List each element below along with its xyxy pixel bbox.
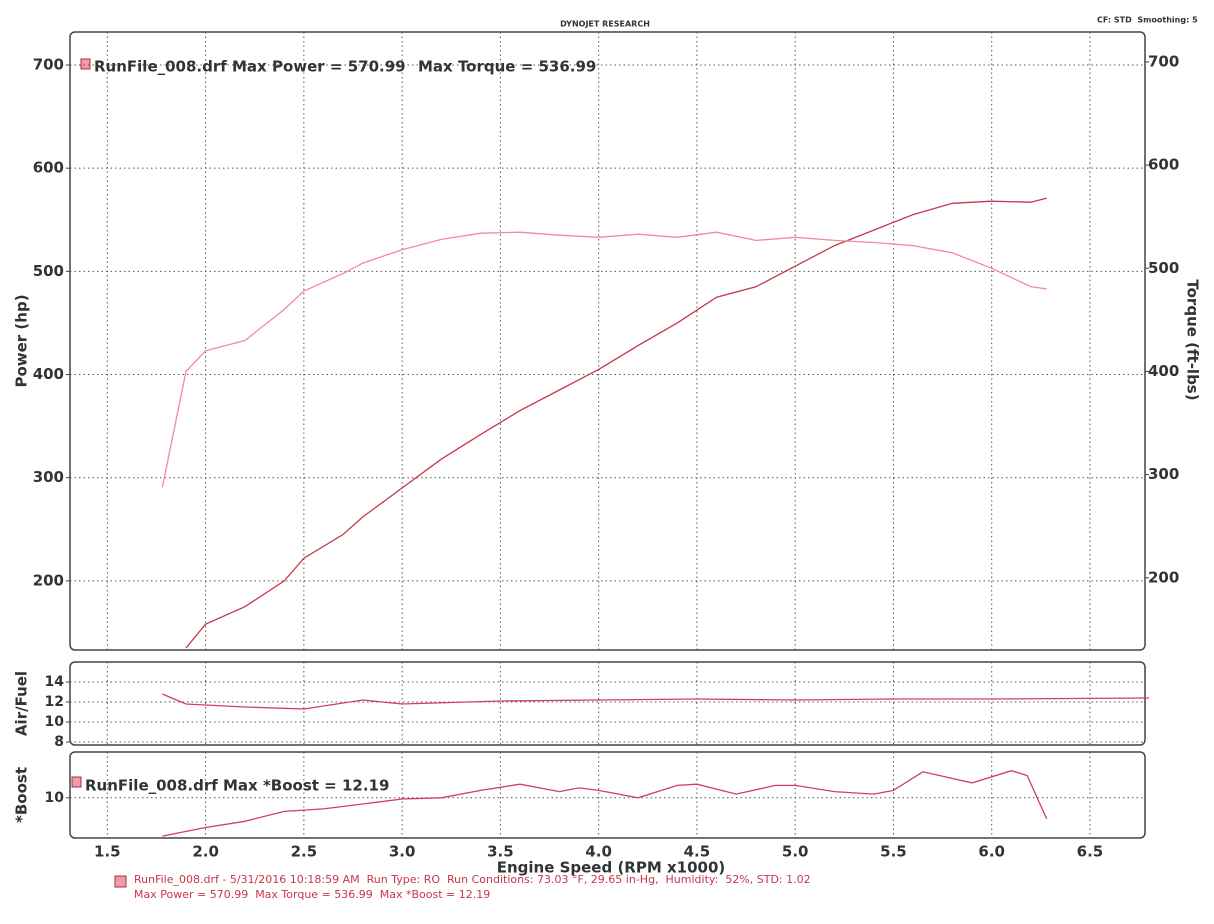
plot-frame bbox=[69, 661, 1146, 746]
footer-text: Max Power = 570.99 Max Torque = 536.99 M… bbox=[134, 888, 490, 901]
legend-icon bbox=[71, 776, 82, 788]
x-tick-label: 5.0 bbox=[782, 843, 809, 861]
annotation: RunFile_008.drf Max Power = 570.99 bbox=[94, 58, 406, 76]
x-tick-label: 4.0 bbox=[585, 843, 612, 861]
annotation: RunFile_008.drf Max *Boost = 12.19 bbox=[85, 777, 389, 795]
y-tick-label: 8 bbox=[54, 734, 64, 750]
y-tick-label: 10 bbox=[45, 714, 65, 730]
x-tick-label: 5.5 bbox=[880, 843, 907, 861]
y2-tick-label: 300 bbox=[1148, 465, 1179, 483]
x-tick-label: 2.5 bbox=[291, 843, 318, 861]
x-tick-label: 2.0 bbox=[192, 843, 219, 861]
x-tick-label: 1.5 bbox=[94, 843, 121, 861]
legend-icon bbox=[80, 58, 91, 70]
y-tick-label: 500 bbox=[33, 262, 64, 280]
y-tick-label: 300 bbox=[33, 468, 64, 486]
x-tick-label: 3.5 bbox=[487, 843, 514, 861]
legend-icon bbox=[114, 875, 127, 888]
y-axis-label: Air/Fuel bbox=[13, 671, 31, 736]
x-axis-label: Engine Speed (RPM x1000) bbox=[497, 859, 726, 877]
y-tick-label: 700 bbox=[33, 56, 64, 74]
footer-text: RunFile_008.drf - 5/31/2016 10:18:59 AM … bbox=[134, 873, 811, 886]
x-tick-label: 4.5 bbox=[684, 843, 711, 861]
chart-title: DYNOJET RESEARCH bbox=[560, 20, 650, 29]
data-line bbox=[185, 197, 1047, 649]
y-tick-label: 12 bbox=[45, 694, 64, 710]
y2-tick-label: 400 bbox=[1148, 362, 1179, 380]
y2-tick-label: 500 bbox=[1148, 259, 1179, 277]
y-tick-label: 14 bbox=[45, 674, 65, 690]
y-axis-label: Power (hp) bbox=[13, 294, 31, 387]
plot-frame bbox=[69, 31, 1146, 651]
annotation: Max Torque = 536.99 bbox=[418, 58, 596, 76]
data-line bbox=[162, 693, 1149, 710]
y2-axis-label: Torque (ft-lbs) bbox=[1184, 279, 1202, 400]
y-tick-label: 10 bbox=[45, 790, 65, 806]
plot-frame bbox=[69, 751, 1146, 839]
y-tick-label: 400 bbox=[33, 365, 64, 383]
data-line bbox=[161, 231, 1047, 488]
data-line bbox=[162, 770, 1048, 837]
y-tick-label: 600 bbox=[33, 159, 64, 177]
y-tick-label: 200 bbox=[33, 571, 64, 589]
settings-text: CF: STD Smoothing: 5 bbox=[1097, 16, 1198, 25]
x-tick-label: 3.0 bbox=[389, 843, 416, 861]
x-tick-label: 6.5 bbox=[1077, 843, 1104, 861]
y2-tick-label: 600 bbox=[1148, 156, 1179, 174]
y-axis-label: *Boost bbox=[13, 767, 31, 823]
y2-tick-label: 700 bbox=[1148, 52, 1179, 70]
x-tick-label: 6.0 bbox=[978, 843, 1005, 861]
y2-tick-label: 200 bbox=[1148, 568, 1179, 586]
